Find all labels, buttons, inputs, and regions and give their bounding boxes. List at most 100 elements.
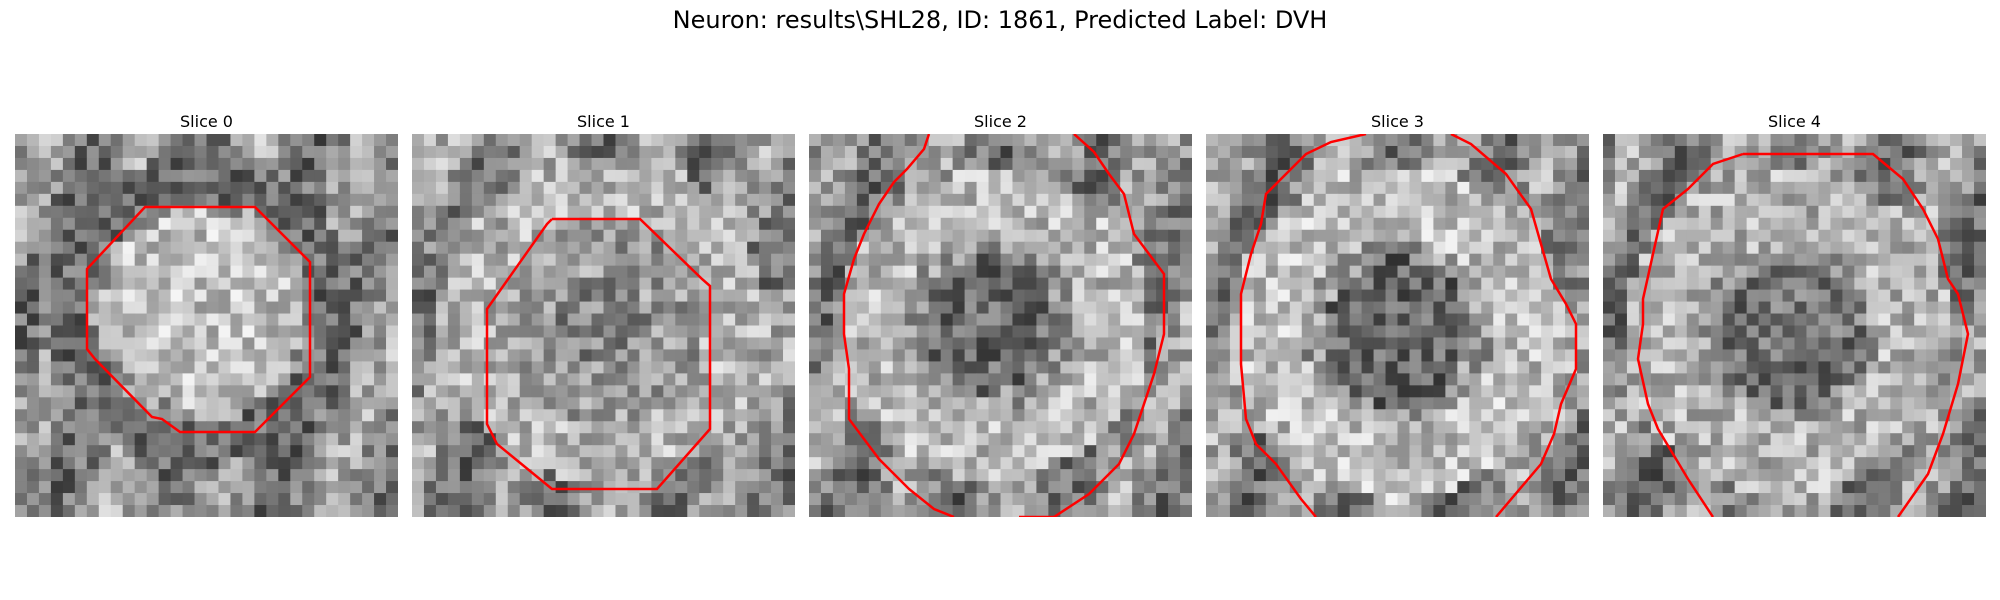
- slice-pixel: [218, 169, 232, 183]
- slice-pixel: [567, 217, 581, 231]
- slice-pixel: [206, 157, 220, 171]
- slice-pixel: [1962, 361, 1975, 374]
- slice-pixel: [844, 337, 858, 351]
- slice-pixel: [1650, 157, 1664, 171]
- slice-pixel: [567, 169, 581, 183]
- slice-pixel: [471, 289, 485, 303]
- slice-pixel: [1722, 349, 1736, 363]
- slice-pixel: [1686, 134, 1700, 147]
- slice-pixel: [350, 134, 363, 147]
- slice-pixel: [916, 157, 930, 171]
- slice-pixel: [15, 217, 28, 231]
- slice-pixel: [1493, 229, 1506, 243]
- slice-pixel: [1962, 145, 1975, 159]
- slice-pixel: [1493, 421, 1506, 434]
- slice-pixel: [1890, 301, 1903, 315]
- slice-pixel: [856, 397, 870, 410]
- slice-pixel: [98, 493, 112, 506]
- slice-pixel: [892, 301, 906, 315]
- slice-pixel: [1710, 265, 1724, 279]
- slice-pixel: [1854, 241, 1867, 255]
- slice-pixel: [771, 457, 784, 470]
- slice-pixel: [62, 313, 76, 327]
- slice-pixel: [1565, 169, 1578, 183]
- slice-pixel: [615, 373, 629, 386]
- slice-pixel: [1337, 469, 1351, 482]
- slice-pixel: [412, 289, 425, 303]
- slice-pixel: [1253, 325, 1267, 339]
- slice-pixel: [1854, 181, 1867, 195]
- slice-pixel: [1830, 325, 1843, 339]
- slice-pixel: [1674, 217, 1688, 231]
- slice-pixel: [218, 193, 232, 207]
- slice-pixel: [1397, 145, 1411, 159]
- slice-pixel: [1517, 433, 1530, 446]
- slice-pixel: [651, 445, 664, 458]
- slice-pixel: [759, 469, 772, 482]
- slice-pixel: [1000, 493, 1014, 506]
- slice-pixel: [1794, 217, 1808, 231]
- slice-pixel: [1012, 493, 1026, 506]
- slice-pixel: [1277, 397, 1291, 410]
- slice-image-2: [809, 134, 1192, 517]
- slice-pixel: [62, 457, 76, 470]
- slice-pixel: [1553, 265, 1566, 279]
- slice-pixel: [663, 373, 676, 386]
- slice-pixel: [338, 469, 351, 482]
- slice-pixel: [759, 445, 772, 458]
- slice-pixel: [1445, 493, 1458, 506]
- slice-pixel: [350, 397, 363, 410]
- slice-pixel: [1734, 421, 1748, 434]
- slice-pixel: [1241, 181, 1255, 195]
- slice-pixel: [266, 313, 279, 327]
- slice-pixel: [856, 205, 870, 219]
- slice-pixel: [1096, 253, 1109, 267]
- slice-pixel: [1842, 145, 1855, 159]
- slice-pixel: [916, 301, 930, 315]
- slice-pixel: [1974, 325, 1986, 339]
- slice-pixel: [1962, 217, 1975, 231]
- slice-pixel: [86, 134, 100, 147]
- slice-pixel: [326, 349, 339, 363]
- slice-pixel: [1746, 385, 1760, 398]
- slice-pixel: [1445, 193, 1458, 207]
- slice-pixel: [1674, 373, 1688, 386]
- slice-pixel: [1878, 277, 1891, 291]
- slice-pixel: [988, 157, 1002, 171]
- slice-pixel: [314, 361, 327, 374]
- slice-pixel: [1217, 349, 1231, 363]
- slice-pixel: [1012, 229, 1026, 243]
- slice-pixel: [519, 409, 533, 422]
- slice-pixel: [507, 409, 521, 422]
- slice-pixel: [1529, 409, 1542, 422]
- slice-pixel: [1529, 433, 1542, 446]
- slice-pixel: [134, 253, 148, 267]
- slice-pixel: [783, 157, 795, 171]
- slice-pixel: [675, 421, 688, 434]
- slice-pixel: [1072, 217, 1085, 231]
- slice-pixel: [711, 469, 724, 482]
- slice-pixel: [1036, 181, 1049, 195]
- slice-pixel: [603, 253, 617, 267]
- slice-pixel: [952, 433, 966, 446]
- slice-pixel: [928, 205, 942, 219]
- slice-pixel: [928, 217, 942, 231]
- slice-pixel: [326, 241, 339, 255]
- slice-pixel: [928, 325, 942, 339]
- slice-pixel: [1289, 289, 1303, 303]
- slice-pixel: [1180, 277, 1192, 291]
- slice-pixel: [1842, 361, 1855, 374]
- slice-pixel: [1301, 289, 1315, 303]
- slice-pixel: [1229, 349, 1243, 363]
- slice-pixel: [1758, 361, 1772, 374]
- slice-pixel: [1289, 409, 1303, 422]
- slice-pixel: [1024, 457, 1038, 470]
- slice-pixel: [1277, 433, 1291, 446]
- slice-pixel: [1926, 349, 1939, 363]
- slice-pixel: [615, 181, 629, 195]
- slice-pixel: [1012, 457, 1026, 470]
- slice-pixel: [1529, 493, 1542, 506]
- slice-pixel: [1842, 134, 1855, 147]
- slice-pixel: [495, 481, 509, 494]
- slice-pixel: [687, 181, 700, 195]
